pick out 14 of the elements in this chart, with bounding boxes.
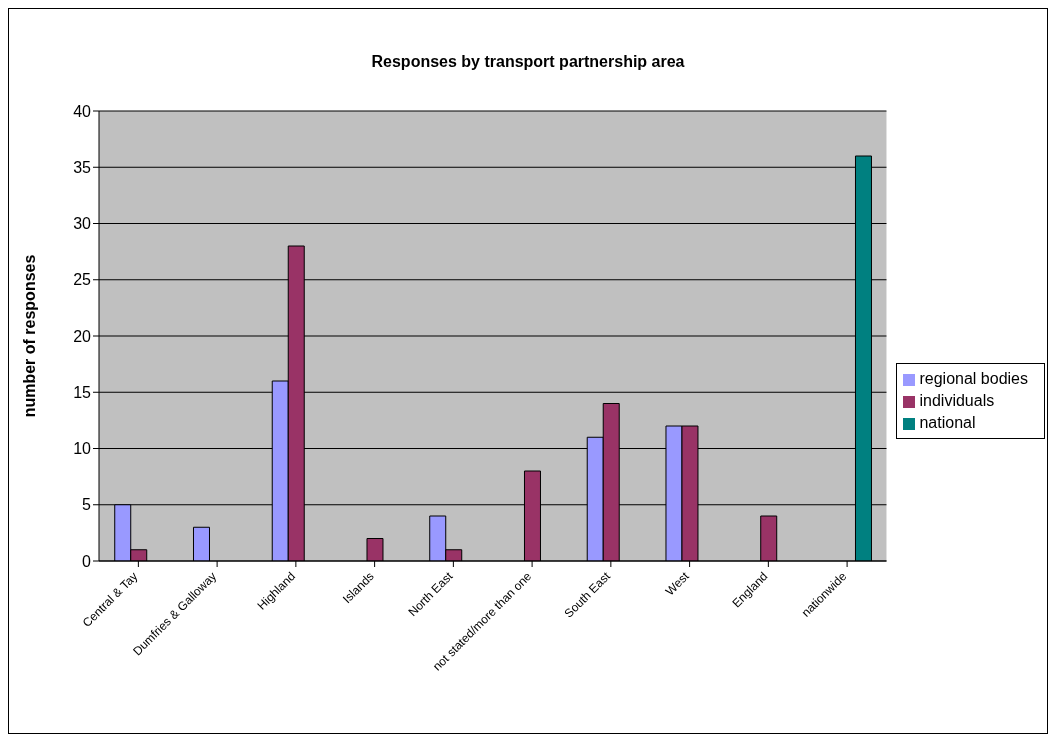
legend-label: national bbox=[919, 414, 976, 431]
y-tick-label: 30 bbox=[73, 215, 92, 233]
y-tick-label: 15 bbox=[73, 383, 92, 401]
legend-label: individuals bbox=[919, 392, 995, 409]
y-tick-label: 20 bbox=[73, 327, 92, 345]
legend-label: regional bodies bbox=[919, 370, 1028, 387]
y-tick-label: 0 bbox=[82, 552, 92, 570]
y-tick-label: 10 bbox=[73, 440, 92, 458]
y-axis-title: number of responses bbox=[20, 254, 38, 418]
y-tick-label: 5 bbox=[82, 496, 92, 514]
y-tick-label: 25 bbox=[73, 271, 92, 289]
y-tick-label: 35 bbox=[73, 158, 92, 176]
chart-title: Responses by transport partnership area bbox=[370, 53, 686, 71]
y-tick-label: 40 bbox=[73, 102, 92, 120]
